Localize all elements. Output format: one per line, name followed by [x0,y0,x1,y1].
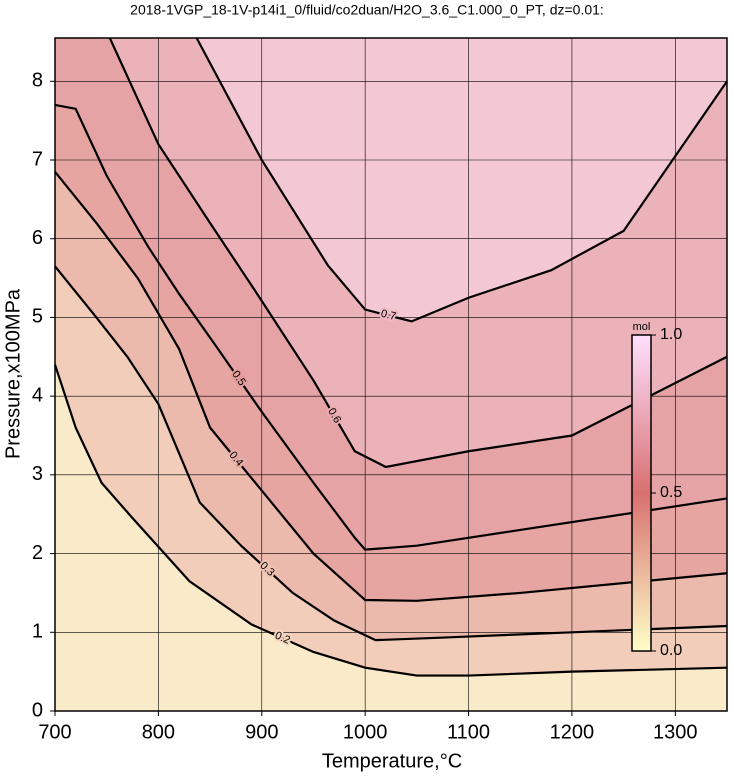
plot-frame [54,37,728,712]
colorbar-label: mol [633,321,651,333]
contour-line [53,364,728,677]
y-tick-label: 3 [32,463,43,485]
x-tick-label: 1200 [550,721,595,743]
x-tick-label: 1300 [653,721,698,743]
x-tick-label: 1000 [343,721,388,743]
contour-line [54,171,728,602]
y-axis-label: Pressure,x100MPa [2,288,24,459]
colorbar [631,334,652,652]
y-tick-label: 5 [32,306,43,328]
chart-title: 2018-1VGP_18-1V-p14i1_0/fluid/co2duan/H2… [130,2,604,18]
colorbar-tick-label: 0.0 [660,642,682,659]
contour-line [195,37,728,323]
colorbar-tick-label: 0.5 [660,484,682,501]
contour-line [54,265,728,642]
colorbar-tick-label: 1.0 [660,326,682,343]
y-tick-label: 2 [32,542,43,564]
y-tick-label: 0 [32,699,43,721]
contour-line [54,103,728,551]
y-tick-label: 8 [32,70,43,92]
x-tick-label: 800 [142,721,175,743]
y-tick-label: 6 [32,227,43,249]
contour-line [108,37,728,469]
x-tick-label: 700 [38,721,71,743]
x-tick-label: 1100 [447,721,490,743]
y-tick-label: 4 [32,384,43,406]
contour-fills [55,38,727,711]
x-axis-label: Temperature,°C [322,750,462,772]
band-fill [55,38,727,322]
x-tick-label: 900 [245,721,278,743]
y-tick-label: 7 [32,148,43,170]
y-tick-label: 1 [32,621,43,643]
